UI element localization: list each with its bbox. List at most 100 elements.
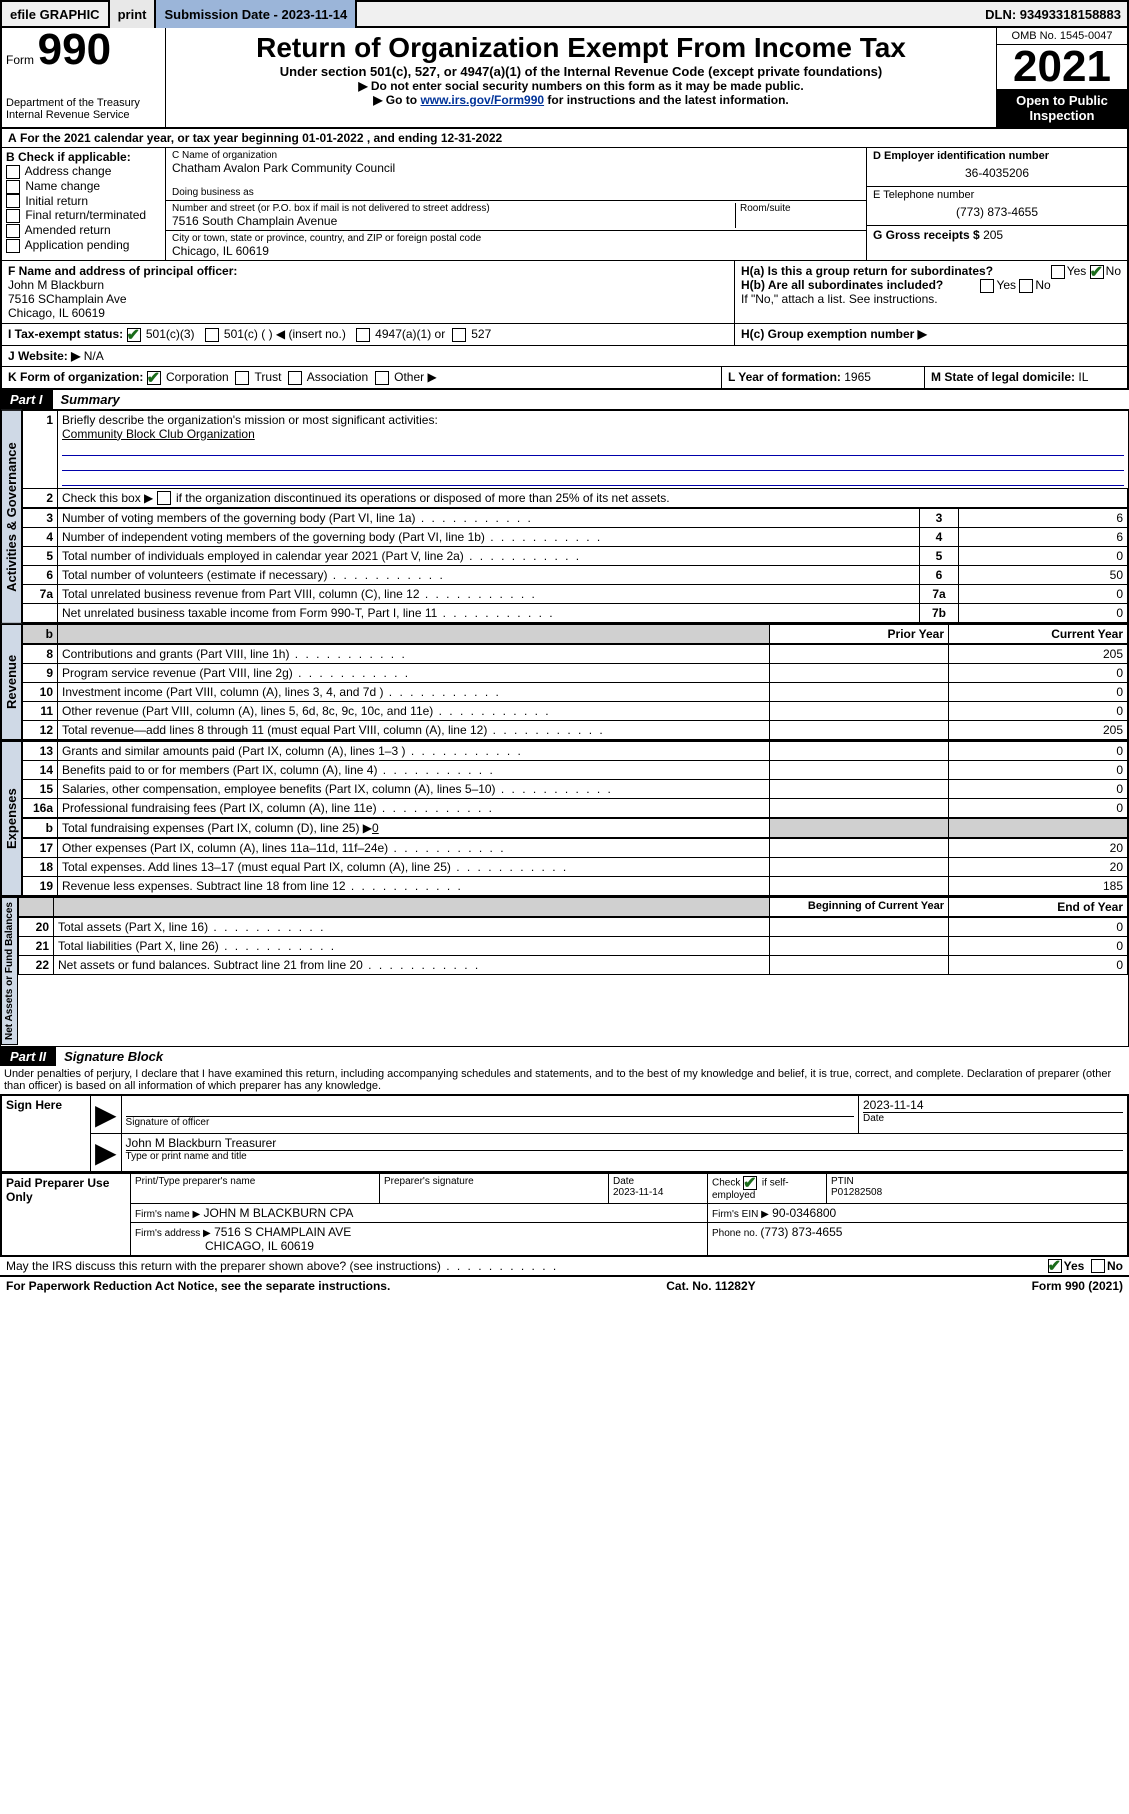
table-row: 11Other revenue (Part VIII, column (A), … <box>23 702 1128 721</box>
cb-501c3[interactable] <box>127 328 141 342</box>
table-row: 10Investment income (Part VIII, column (… <box>23 683 1128 702</box>
c-org-name: Chatham Avalon Park Community Council <box>172 161 860 175</box>
faddr1: 7516 S CHAMPLAIN AVE <box>214 1225 351 1239</box>
i-o1: 501(c)(3) <box>146 327 195 341</box>
irs-link[interactable]: www.irs.gov/Form990 <box>420 93 544 107</box>
cb-hb-no[interactable] <box>1019 279 1033 293</box>
footer: For Paperwork Reduction Act Notice, see … <box>0 1277 1129 1295</box>
efile-label: efile GRAPHIC <box>2 0 110 28</box>
cb-hb-yes[interactable] <box>980 279 994 293</box>
col-begin: Beginning of Current Year <box>770 898 949 917</box>
pp-c3v: 2023-11-14 <box>613 1187 663 1198</box>
l16b-text: Total fundraising expenses (Part IX, col… <box>62 821 372 835</box>
part2-title: Signature Block <box>56 1047 171 1066</box>
pp-c4a: Check <box>712 1177 740 1188</box>
cb-name-change[interactable] <box>6 180 20 194</box>
sign-here-table: Sign Here ▶ Signature of officer 2023-11… <box>0 1094 1129 1173</box>
part1-label: Part I <box>0 390 53 409</box>
l1-num: 1 <box>23 410 58 488</box>
hc-label: H(c) Group exemption number ▶ <box>741 327 927 341</box>
cb-discontinued[interactable] <box>157 491 171 505</box>
phone-val: (773) 873-4655 <box>760 1225 842 1239</box>
cb-trust[interactable] <box>235 371 249 385</box>
b-opt-4: Amended return <box>25 223 111 237</box>
table-row: 14Benefits paid to or for members (Part … <box>23 761 1128 780</box>
cb-501c[interactable] <box>205 328 219 342</box>
cb-amended-return[interactable] <box>6 224 20 238</box>
print-button[interactable]: print <box>110 0 157 28</box>
vlabel-net: Net Assets or Fund Balances <box>1 897 18 1045</box>
b-title: B Check if applicable: <box>6 150 161 164</box>
cb-ha-yes[interactable] <box>1051 265 1065 279</box>
rev-rows: 8Contributions and grants (Part VIII, li… <box>22 644 1128 740</box>
arrow-icon: ▶ <box>91 1095 122 1134</box>
cb-assoc[interactable] <box>288 371 302 385</box>
d-gross-label: G Gross receipts $ <box>873 228 983 242</box>
public-inspection-badge: Open to Public Inspection <box>997 89 1127 127</box>
f-addr2: Chicago, IL 60619 <box>8 306 105 320</box>
k-label: K Form of organization: <box>8 370 143 384</box>
vlabel-expenses: Expenses <box>1 741 22 896</box>
form-subtitle-3: ▶ Go to www.irs.gov/Form990 for instruct… <box>170 93 992 107</box>
k-o2: Trust <box>255 370 282 384</box>
row-a: A For the 2021 calendar year, or tax yea… <box>0 129 1129 148</box>
sig-of-officer-label: Signature of officer <box>126 1117 854 1128</box>
row-a-text: For the 2021 calendar year, or tax year … <box>17 131 503 145</box>
ha-no: No <box>1106 264 1121 278</box>
fein-label: Firm's EIN ▶ <box>712 1209 769 1220</box>
rev-b-cell: b <box>23 625 58 644</box>
cb-discuss-no[interactable] <box>1091 1259 1105 1273</box>
paid-preparer-table: Paid Preparer Use Only Print/Type prepar… <box>0 1173 1129 1257</box>
c-dba-label: Doing business as <box>172 187 860 198</box>
cb-527[interactable] <box>452 328 466 342</box>
col-current: Current Year <box>949 625 1128 644</box>
net-rows: 20Total assets (Part X, line 16)021Total… <box>18 917 1128 975</box>
row-j: J Website: ▶ N/A <box>0 346 1129 367</box>
part1-bar: Part I Summary <box>0 390 1129 409</box>
hb-no: No <box>1035 278 1050 292</box>
goto-suffix: for instructions and the latest informat… <box>544 93 789 107</box>
form-header: Form 990 Department of the Treasury Inte… <box>0 28 1129 129</box>
faddr-label: Firm's address ▶ <box>135 1228 211 1239</box>
firm-name: JOHN M BLACKBURN CPA <box>204 1206 354 1220</box>
f-addr1: 7516 SChamplain Ave <box>8 292 127 306</box>
table-row: 16aProfessional fundraising fees (Part I… <box>23 799 1128 818</box>
header-right: OMB No. 1545-0047 2021 Open to Public In… <box>996 28 1127 127</box>
hb-label: H(b) Are all subordinates included? <box>741 278 943 292</box>
phone-label: Phone no. <box>712 1228 760 1239</box>
col-c: C Name of organization Chatham Avalon Pa… <box>166 148 866 260</box>
i-o2: 501(c) ( ) ◀ (insert no.) <box>224 327 346 341</box>
cb-ha-no[interactable] <box>1090 265 1104 279</box>
footer-mid: Cat. No. 11282Y <box>666 1279 755 1293</box>
cb-other[interactable] <box>375 371 389 385</box>
cb-address-change[interactable] <box>6 165 20 179</box>
hb-yes: Yes <box>996 278 1016 292</box>
row-fh: F Name and address of principal officer:… <box>0 261 1129 324</box>
table-row: 9Program service revenue (Part VIII, lin… <box>23 664 1128 683</box>
table-row: 8Contributions and grants (Part VIII, li… <box>23 645 1128 664</box>
c-room-label: Room/suite <box>740 203 860 214</box>
paid-preparer-label: Paid Preparer Use Only <box>1 1173 131 1256</box>
j-val: N/A <box>84 349 104 363</box>
b-opt-1: Name change <box>25 179 100 193</box>
col-b: B Check if applicable: Address change Na… <box>2 148 166 260</box>
header-left: Form 990 Department of the Treasury Inte… <box>2 28 166 127</box>
cb-corp[interactable] <box>147 371 161 385</box>
part1-title: Summary <box>53 390 128 409</box>
cb-discuss-yes[interactable] <box>1048 1259 1062 1273</box>
cb-app-pending[interactable] <box>6 239 20 253</box>
k-o3: Association <box>307 370 368 384</box>
row-i: I Tax-exempt status: 501(c)(3) 501(c) ( … <box>0 324 1129 346</box>
table-row: 6Total number of volunteers (estimate if… <box>23 566 1128 585</box>
row-klm: K Form of organization: Corporation Trus… <box>0 367 1129 390</box>
cb-self-employed[interactable] <box>743 1176 757 1190</box>
cb-initial-return[interactable] <box>6 194 20 208</box>
rev-header: b Prior Year Current Year <box>22 624 1128 644</box>
cb-final-return[interactable] <box>6 209 20 223</box>
l2-num: 2 <box>23 488 58 508</box>
pp-c3: Date <box>613 1176 634 1187</box>
cb-4947[interactable] <box>356 328 370 342</box>
i-label: I Tax-exempt status: <box>8 327 123 341</box>
f-name: John M Blackburn <box>8 278 104 292</box>
sign-date-label: Date <box>863 1113 1123 1124</box>
